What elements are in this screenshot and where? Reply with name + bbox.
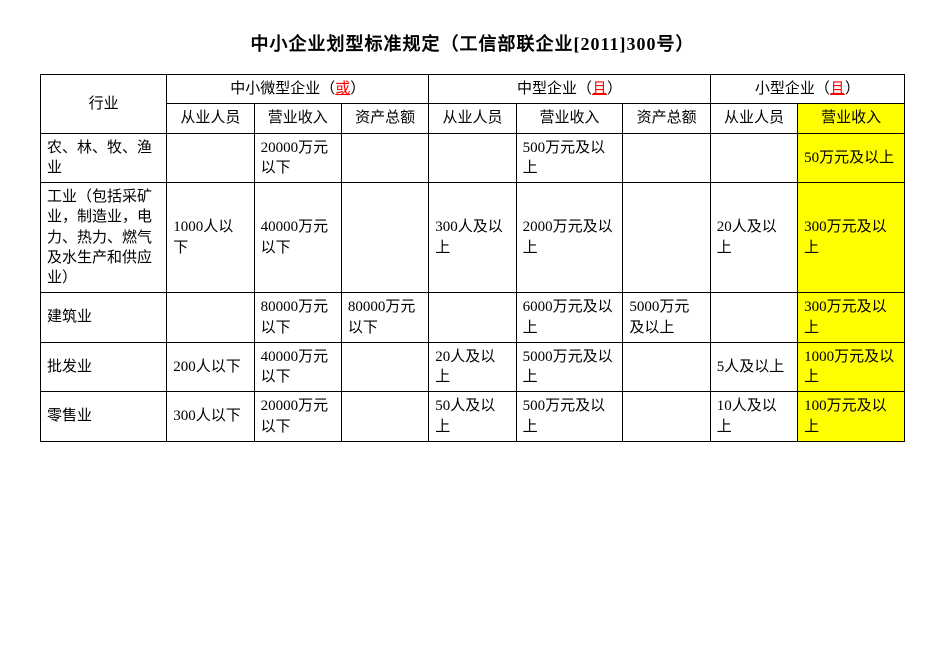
- cell-msm-emp: 200人以下: [167, 342, 254, 392]
- cell-med-emp: [429, 293, 516, 343]
- table-row: 农、林、牧、渔业 20000万元以下 500万元及以上 50万元及以上: [41, 133, 905, 183]
- group-small-header: 小型企业（且）: [710, 75, 904, 104]
- cell-sml-rev: 50万元及以上: [798, 133, 905, 183]
- table-row: 建筑业 80000万元以下 80000万元以下 6000万元及以上 5000万元…: [41, 293, 905, 343]
- cell-med-ast: 5000万元及以上: [623, 293, 710, 343]
- cell-sml-rev: 100万元及以上: [798, 392, 905, 442]
- cell-sml-rev: 1000万元及以上: [798, 342, 905, 392]
- cell-msm-ast: [341, 133, 428, 183]
- cell-sml-rev: 300万元及以上: [798, 293, 905, 343]
- standards-table: 行业 中小微型企业（或） 中型企业（且） 小型企业（且） 从业人员 营业收入 资…: [40, 74, 905, 442]
- sub-sml-emp: 从业人员: [710, 104, 797, 133]
- cell-med-rev: 500万元及以上: [516, 133, 623, 183]
- sub-med-rev: 营业收入: [516, 104, 623, 133]
- cell-industry: 零售业: [41, 392, 167, 442]
- group-small-suffix: ）: [845, 81, 860, 97]
- cell-msm-rev: 40000万元以下: [254, 183, 341, 293]
- cell-med-ast: [623, 392, 710, 442]
- cell-msm-ast: [341, 392, 428, 442]
- sub-med-ast: 资产总额: [623, 104, 710, 133]
- group-medium-op: 且: [592, 81, 607, 97]
- group-small-prefix: 小型企业（: [755, 81, 830, 97]
- cell-msm-emp: [167, 133, 254, 183]
- cell-msm-ast: 80000万元以下: [341, 293, 428, 343]
- cell-med-rev: 500万元及以上: [516, 392, 623, 442]
- cell-med-emp: 50人及以上: [429, 392, 516, 442]
- cell-msm-emp: [167, 293, 254, 343]
- cell-sml-emp: 5人及以上: [710, 342, 797, 392]
- header-row-sub: 从业人员 营业收入 资产总额 从业人员 营业收入 资产总额 从业人员 营业收入: [41, 104, 905, 133]
- cell-msm-ast: [341, 342, 428, 392]
- cell-msm-rev: 20000万元以下: [254, 133, 341, 183]
- group-msm-prefix: 中小微型企业（: [230, 81, 335, 97]
- cell-industry: 批发业: [41, 342, 167, 392]
- cell-med-rev: 5000万元及以上: [516, 342, 623, 392]
- cell-sml-emp: 10人及以上: [710, 392, 797, 442]
- cell-med-emp: 20人及以上: [429, 342, 516, 392]
- page-title: 中小企业划型标准规定（工信部联企业[2011]300号）: [40, 30, 905, 56]
- cell-sml-emp: [710, 133, 797, 183]
- sub-sml-rev: 营业收入: [798, 104, 905, 133]
- group-medium-prefix: 中型企业（: [517, 81, 592, 97]
- col-industry-header: 行业: [41, 75, 167, 134]
- cell-msm-rev: 80000万元以下: [254, 293, 341, 343]
- header-row-groups: 行业 中小微型企业（或） 中型企业（且） 小型企业（且）: [41, 75, 905, 104]
- group-small-op: 且: [830, 81, 845, 97]
- cell-industry: 建筑业: [41, 293, 167, 343]
- cell-med-rev: 2000万元及以上: [516, 183, 623, 293]
- cell-msm-emp: 1000人以下: [167, 183, 254, 293]
- group-msm-suffix: ）: [350, 81, 365, 97]
- group-msm-header: 中小微型企业（或）: [167, 75, 429, 104]
- cell-med-ast: [623, 183, 710, 293]
- cell-sml-emp: 20人及以上: [710, 183, 797, 293]
- cell-med-emp: [429, 133, 516, 183]
- cell-sml-rev: 300万元及以上: [798, 183, 905, 293]
- group-medium-suffix: ）: [607, 81, 622, 97]
- table-row: 零售业 300人以下 20000万元以下 50人及以上 500万元及以上 10人…: [41, 392, 905, 442]
- table-row: 批发业 200人以下 40000万元以下 20人及以上 5000万元及以上 5人…: [41, 342, 905, 392]
- table-row: 工业（包括采矿业，制造业，电力、热力、燃气及水生产和供应业） 1000人以下 4…: [41, 183, 905, 293]
- group-msm-op: 或: [335, 81, 350, 97]
- cell-sml-emp: [710, 293, 797, 343]
- cell-med-emp: 300人及以上: [429, 183, 516, 293]
- cell-med-ast: [623, 133, 710, 183]
- cell-msm-rev: 40000万元以下: [254, 342, 341, 392]
- group-medium-header: 中型企业（且）: [429, 75, 711, 104]
- cell-msm-ast: [341, 183, 428, 293]
- cell-med-ast: [623, 342, 710, 392]
- cell-msm-emp: 300人以下: [167, 392, 254, 442]
- sub-med-emp: 从业人员: [429, 104, 516, 133]
- sub-msm-ast: 资产总额: [341, 104, 428, 133]
- cell-industry: 农、林、牧、渔业: [41, 133, 167, 183]
- cell-msm-rev: 20000万元以下: [254, 392, 341, 442]
- cell-industry: 工业（包括采矿业，制造业，电力、热力、燃气及水生产和供应业）: [41, 183, 167, 293]
- sub-msm-emp: 从业人员: [167, 104, 254, 133]
- cell-med-rev: 6000万元及以上: [516, 293, 623, 343]
- sub-msm-rev: 营业收入: [254, 104, 341, 133]
